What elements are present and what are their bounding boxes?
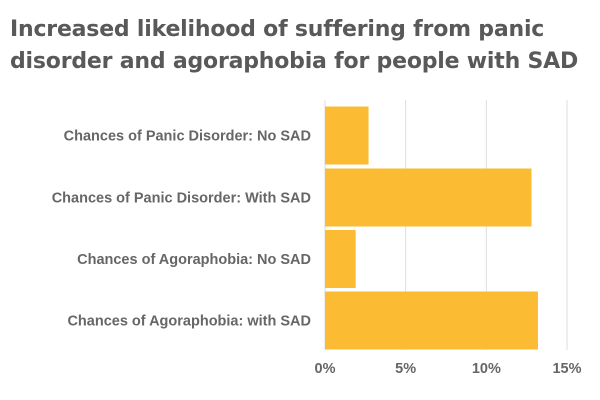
bar [325,230,356,288]
category-label: Chances of Agoraphobia: with SAD [67,314,311,330]
bar [325,106,369,165]
category-label: Chances of Panic Disorder: No SAD [64,129,311,145]
x-tick-label: 15% [552,361,581,377]
chart-title: Increased likelihood of suffering from p… [10,17,579,74]
x-tick-label: 10% [472,361,501,377]
bars [325,106,538,350]
bar [325,291,538,350]
category-labels: Chances of Panic Disorder: No SAD Chances… [52,129,311,330]
category-label: Chances of Agoraphobia: No SAD [77,252,311,268]
x-axis-tick-labels: 0% 5% 10% 15% [315,361,582,377]
bar [325,168,532,227]
category-label: Chances of Panic Disorder: With SAD [52,191,311,207]
x-tick-label: 5% [395,361,416,377]
x-tick-label: 0% [315,361,336,377]
